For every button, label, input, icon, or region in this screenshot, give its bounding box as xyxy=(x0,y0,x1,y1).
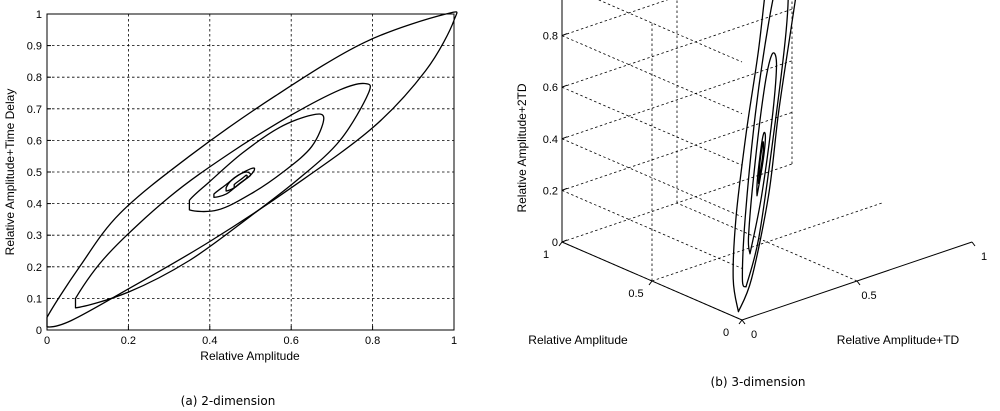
chart-2d-x-tick-label: 1 xyxy=(451,335,457,347)
chart-3d-x-axis-label: Relative Amplitude xyxy=(528,333,628,347)
chart-3d-y-tick-mark xyxy=(741,319,746,325)
chart-3d-y-tick-label: 0.5 xyxy=(861,290,876,302)
chart-2d-contours xyxy=(46,11,458,328)
chart-3d-y-tick-label: 1 xyxy=(981,251,987,263)
chart-2d-y-tick-label: 0.4 xyxy=(27,199,42,211)
chart-3d-y-axis-label: Relative Amplitude+TD xyxy=(837,333,960,347)
chart-2d-y-tick-label: 0.7 xyxy=(27,104,42,116)
chart-3d-floor-gridline xyxy=(651,202,883,282)
chart-2d-x-ticks: 0 0.2 0.4 0.6 0.8 1 xyxy=(44,326,457,347)
chart-2d-x-axis-label: Relative Amplitude xyxy=(200,349,300,363)
chart-2d-y-tick-label: 0.6 xyxy=(27,135,42,147)
chart-2d-y-tick-label: 0 xyxy=(36,325,42,337)
chart-3d-x-tick-label: 0.5 xyxy=(628,288,643,300)
chart-3d-z-tick-mark xyxy=(561,239,568,243)
chart-3d-x-tick-mark xyxy=(738,319,743,325)
chart-3d-x-ticks: 00.51 xyxy=(543,241,743,339)
chart-2d-y-axis-label: Relative Amplitude+Time Delay xyxy=(3,89,17,256)
chart-3d-z-tick-label: 0.4 xyxy=(543,134,558,146)
chart-3d-y-ticks: 00.51 xyxy=(741,241,987,341)
chart-2d-contour-1 xyxy=(46,11,458,328)
chart-3d-y-tick-mark xyxy=(856,280,861,286)
chart-2d-y-tick-label: 0.2 xyxy=(27,262,42,274)
chart-3d-back-wall-gridline xyxy=(561,8,793,88)
chart-3d-z-axis-label: Relative Amplitude+2TD xyxy=(515,83,529,212)
chart-3d-contour-2 xyxy=(741,0,789,288)
chart-3d-contour-3 xyxy=(747,52,778,255)
chart-3d-caption: (b) 3-dimension xyxy=(711,375,806,389)
chart-2d-y-ticks: 0 0.1 0.2 0.3 0.4 0.5 0.6 0.7 0.8 0.9 1 xyxy=(27,9,51,337)
chart-2d-grid xyxy=(47,14,454,330)
chart-3d-z-ticks: 00.20.40.60.81 xyxy=(543,31,568,249)
chart-3d-z-tick-mark xyxy=(561,136,568,140)
chart-3d-y-tick-mark xyxy=(971,241,976,247)
chart-2d-x-tick-label: 0.6 xyxy=(284,335,299,347)
chart-2d-contour-6 xyxy=(233,174,248,189)
chart-3d-z-tick-label: 0.6 xyxy=(543,82,558,94)
chart-3d-contour-5 xyxy=(757,141,765,185)
chart-2d-y-tick-label: 0.1 xyxy=(27,293,42,305)
chart-2d-y-tick-label: 0.9 xyxy=(27,41,42,53)
chart-2d-x-tick-label: 0 xyxy=(44,335,50,347)
chart-2d-x-tick-label: 0.8 xyxy=(365,335,380,347)
chart-2d-contour-3 xyxy=(188,113,325,213)
chart-2d-contour-2 xyxy=(74,82,371,309)
chart-2d-y-tick-label: 0.3 xyxy=(27,230,42,242)
chart-3d-z-tick-label: 0.8 xyxy=(543,31,558,43)
chart-3d-contour-4 xyxy=(756,131,767,197)
chart-3d-contour-1 xyxy=(732,0,797,313)
chart-3d-x-tick-label: 1 xyxy=(543,249,549,261)
chart-2d: 0 0.2 0.4 0.6 0.8 1 0 0.1 0.2 0.3 0.4 0.5 0.6 0.7 0.8… xyxy=(3,9,458,408)
chart-3d-x-tick-mark xyxy=(558,241,563,247)
chart-3d-z-tick-mark xyxy=(561,187,568,191)
chart-2d-x-tick-label: 0.4 xyxy=(202,335,217,347)
chart-2d-caption: (a) 2-dimension xyxy=(181,394,276,408)
chart-2d-y-tick-label: 0.5 xyxy=(27,167,42,179)
chart-3d-z-tick-label: 0.2 xyxy=(543,185,558,197)
chart-3d-y-tick-label: 0 xyxy=(751,329,757,341)
chart-3d-back-wall-gridline xyxy=(561,60,793,140)
chart-2d-x-tick-label: 0.2 xyxy=(121,335,136,347)
chart-3d-back-wall-gridline xyxy=(561,0,669,36)
chart-3d-x-tick-mark xyxy=(648,280,653,286)
chart-3d-z-tick-mark xyxy=(561,84,568,88)
chart-3d-z-tick-label: 0 xyxy=(552,237,558,249)
chart-2d-y-tick-label: 0.8 xyxy=(27,72,42,84)
chart-3d: 00.20.40.60.81 00.51 00.51 Relative Ampl… xyxy=(515,0,987,389)
chart-3d-contours xyxy=(732,0,797,313)
chart-3d-z-tick-mark xyxy=(561,33,568,37)
chart-3d-x-tick-label: 0 xyxy=(723,327,729,339)
chart-2d-y-tick-label: 1 xyxy=(36,9,42,21)
